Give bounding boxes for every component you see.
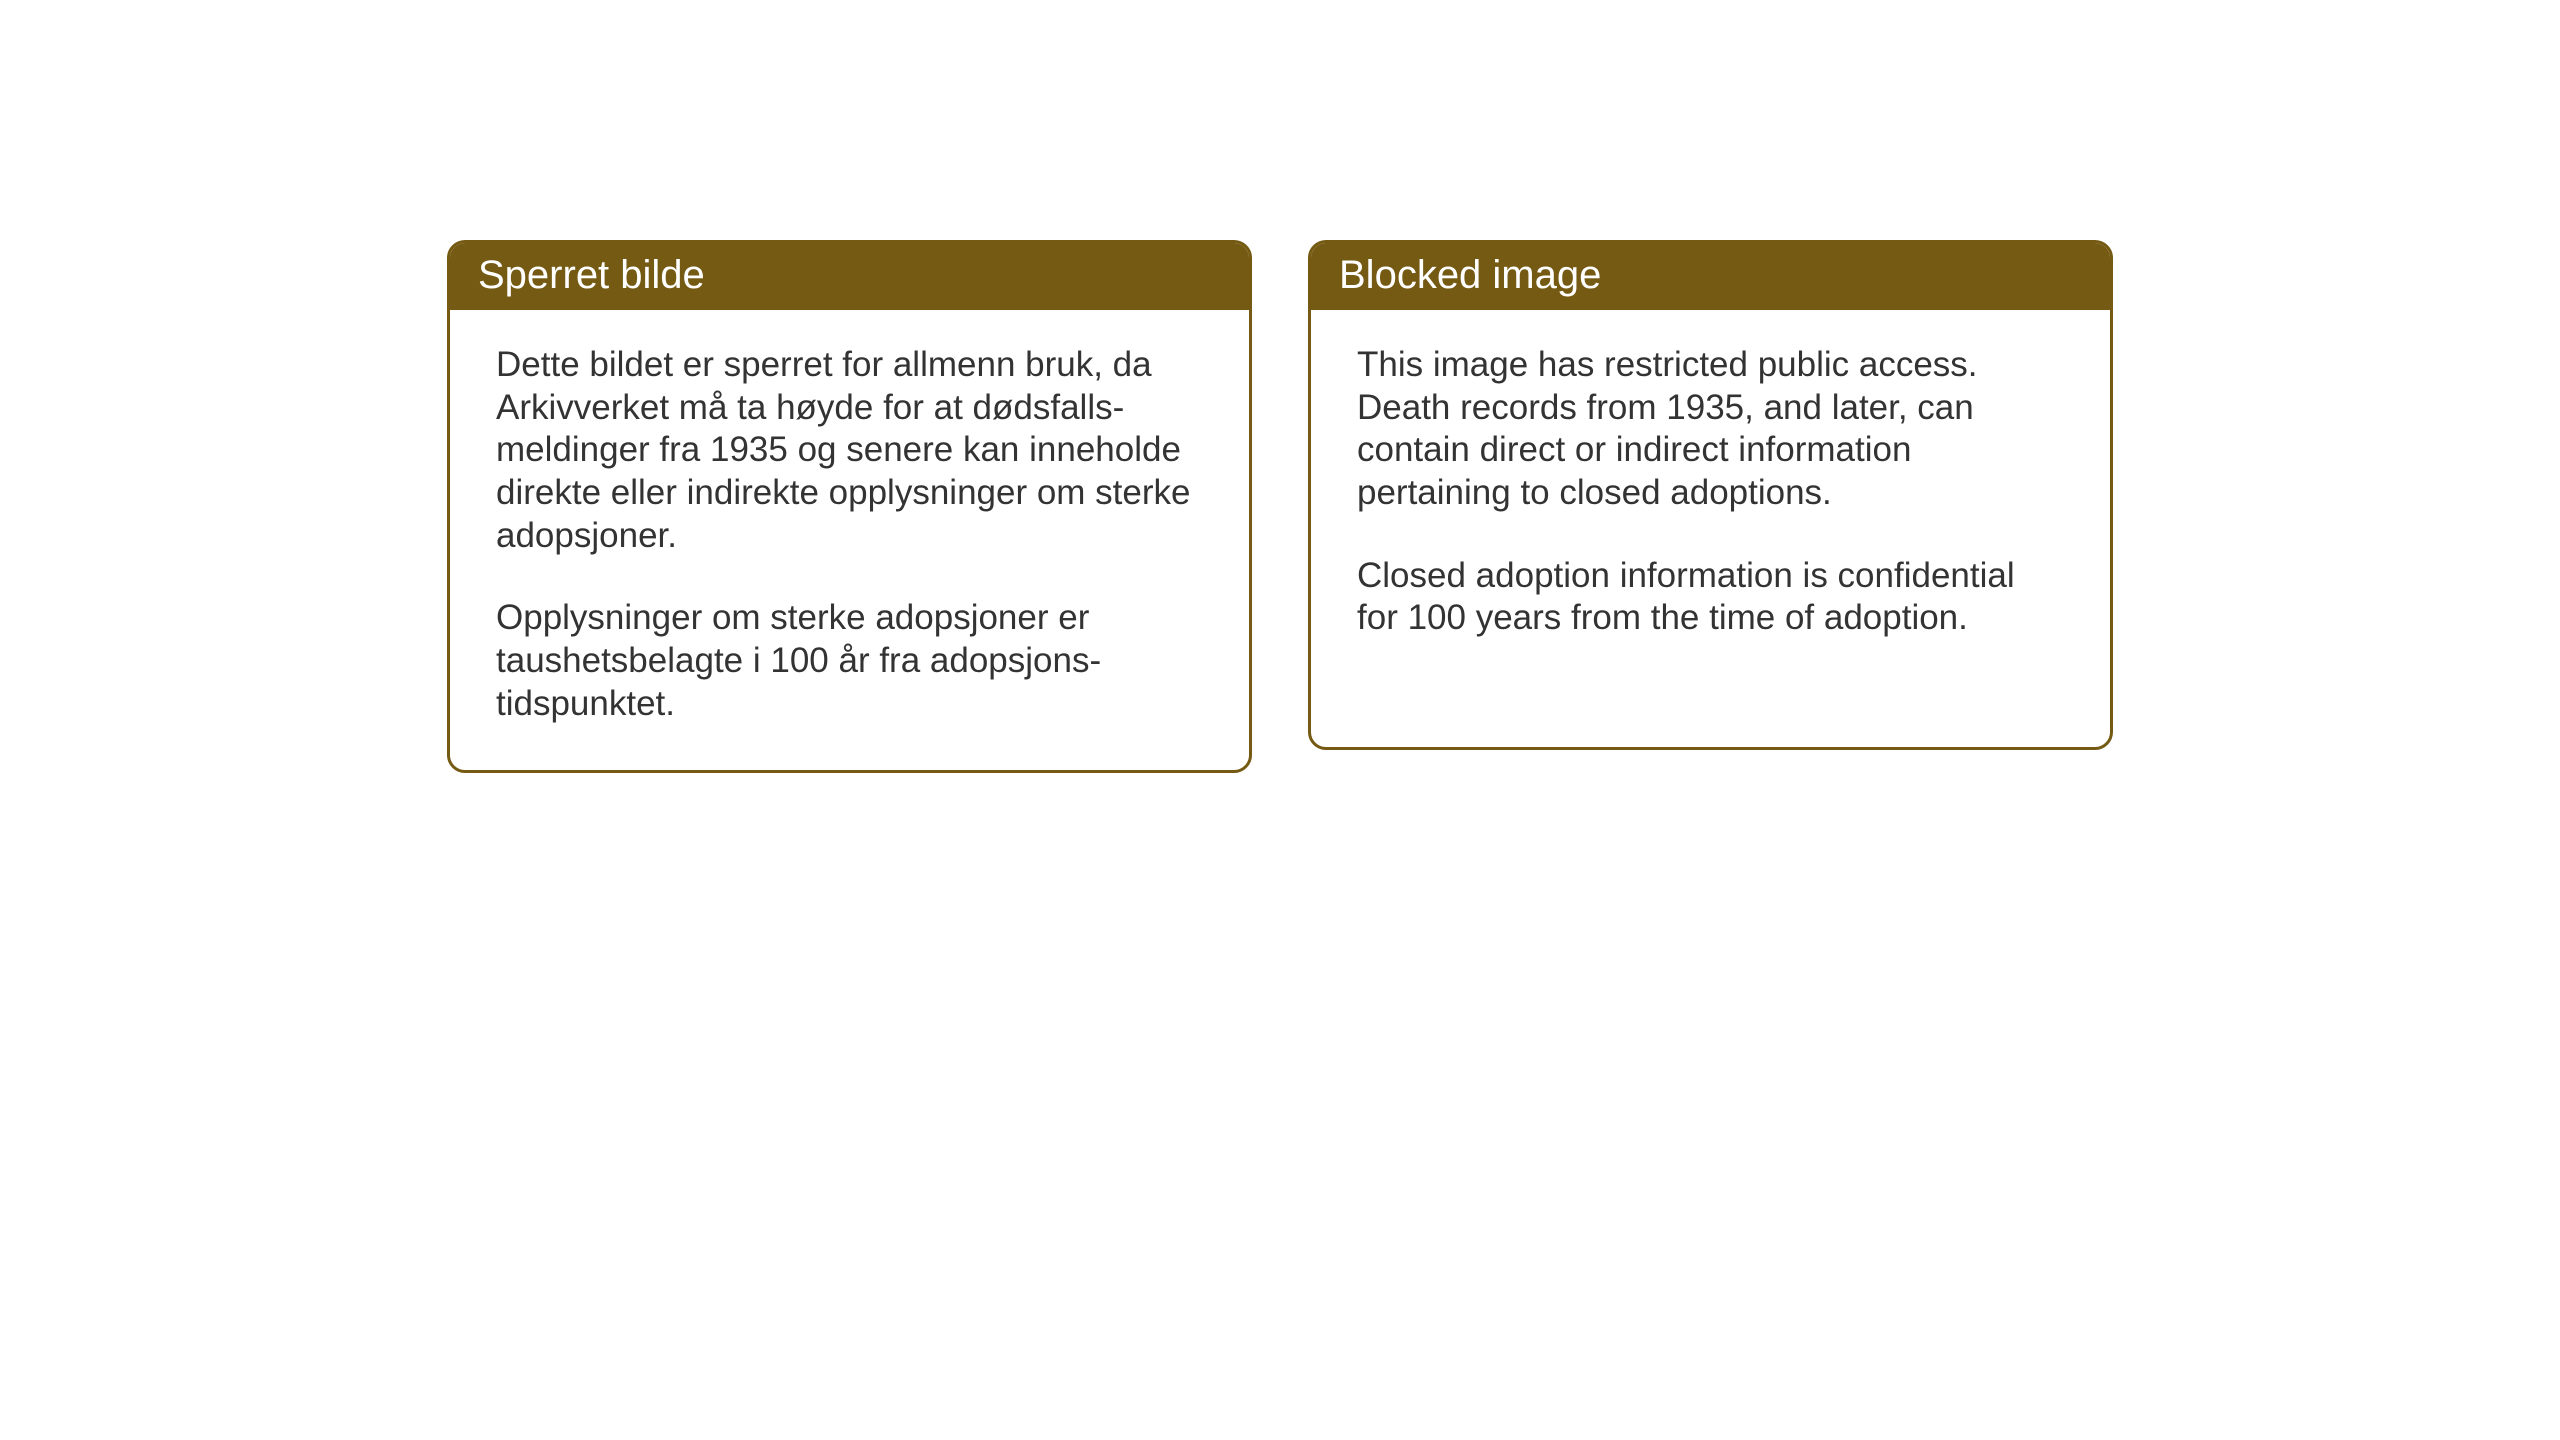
norwegian-card-title: Sperret bilde (450, 243, 1249, 310)
norwegian-card-body: Dette bildet er sperret for allmenn bruk… (450, 310, 1249, 770)
english-paragraph-1: This image has restricted public access.… (1357, 344, 2064, 515)
norwegian-paragraph-1: Dette bildet er sperret for allmenn bruk… (496, 344, 1203, 557)
english-card: Blocked image This image has restricted … (1308, 240, 2113, 750)
english-card-title: Blocked image (1311, 243, 2110, 310)
norwegian-card: Sperret bilde Dette bildet er sperret fo… (447, 240, 1252, 773)
card-container: Sperret bilde Dette bildet er sperret fo… (447, 240, 2113, 773)
english-paragraph-2: Closed adoption information is confident… (1357, 555, 2064, 640)
norwegian-paragraph-2: Opplysninger om sterke adopsjoner er tau… (496, 597, 1203, 725)
english-card-body: This image has restricted public access.… (1311, 310, 2110, 684)
